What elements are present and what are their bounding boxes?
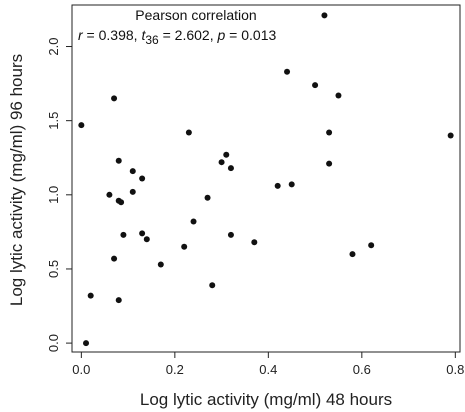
r-value: = 0.398, <box>83 27 142 43</box>
x-tick-label: 0.0 <box>72 362 90 377</box>
annotation: Pearson correlation r = 0.398, t36 = 2.6… <box>78 7 276 47</box>
data-point <box>227 165 234 172</box>
data-point <box>326 160 333 167</box>
data-point <box>139 230 146 237</box>
r-symbol: r <box>78 27 84 43</box>
y-tick-label: 1.5 <box>46 112 61 130</box>
p-symbol: p <box>216 27 225 43</box>
x-tick-label: 0.2 <box>166 362 184 377</box>
data-point <box>288 181 295 188</box>
data-point <box>185 129 192 136</box>
points-layer <box>78 12 454 347</box>
annotation-title: Pearson correlation <box>135 7 256 23</box>
data-point <box>335 92 342 99</box>
x-tick-label: 0.8 <box>446 362 464 377</box>
data-point <box>284 68 291 75</box>
data-point <box>326 129 333 136</box>
data-point <box>321 12 328 19</box>
x-axis: 0.0 0.2 0.4 0.6 0.8 <box>72 352 464 377</box>
data-point <box>368 242 375 249</box>
data-point <box>181 243 188 250</box>
x-axis-label: Log lytic activity (mg/ml) 48 hours <box>140 390 392 409</box>
data-point <box>115 157 122 164</box>
data-point <box>115 297 122 304</box>
data-point <box>447 132 454 139</box>
annotation-stats: r = 0.398, t36 = 2.602, p = 0.013 <box>78 27 276 47</box>
y-tick-label: 0.0 <box>46 334 61 352</box>
x-tick-label: 0.6 <box>353 362 371 377</box>
data-point <box>218 159 225 166</box>
data-point <box>227 231 234 238</box>
data-point <box>312 82 319 89</box>
p-value: = 0.013 <box>225 27 276 43</box>
data-point <box>78 122 85 129</box>
data-point <box>118 199 125 206</box>
data-point <box>120 231 127 238</box>
y-tick-label: 1.0 <box>46 186 61 204</box>
data-point <box>274 182 281 189</box>
data-point <box>111 95 118 102</box>
data-point <box>204 194 211 201</box>
data-point <box>223 151 230 158</box>
data-point <box>349 251 356 258</box>
data-point <box>111 255 118 262</box>
data-point <box>157 261 164 268</box>
data-point <box>106 191 113 198</box>
data-point <box>83 340 90 347</box>
data-point <box>129 188 136 195</box>
y-axis: 0.0 0.5 1.0 1.5 2.0 <box>46 37 72 352</box>
data-point <box>209 282 216 289</box>
y-tick-label: 2.0 <box>46 37 61 55</box>
t-value: = 2.602, <box>159 27 218 43</box>
data-point <box>143 236 150 243</box>
data-point <box>251 239 258 246</box>
data-point <box>190 218 197 225</box>
data-point <box>139 175 146 182</box>
x-tick-label: 0.4 <box>259 362 277 377</box>
data-point <box>129 168 136 175</box>
y-tick-label: 0.5 <box>46 260 61 278</box>
data-point <box>87 292 94 299</box>
plot-frame <box>71 4 461 353</box>
t-subscript: 36 <box>145 33 159 47</box>
y-axis-label: Log lytic activity (mg/ml) 96 hours <box>7 54 26 306</box>
t-symbol: t <box>141 27 146 43</box>
